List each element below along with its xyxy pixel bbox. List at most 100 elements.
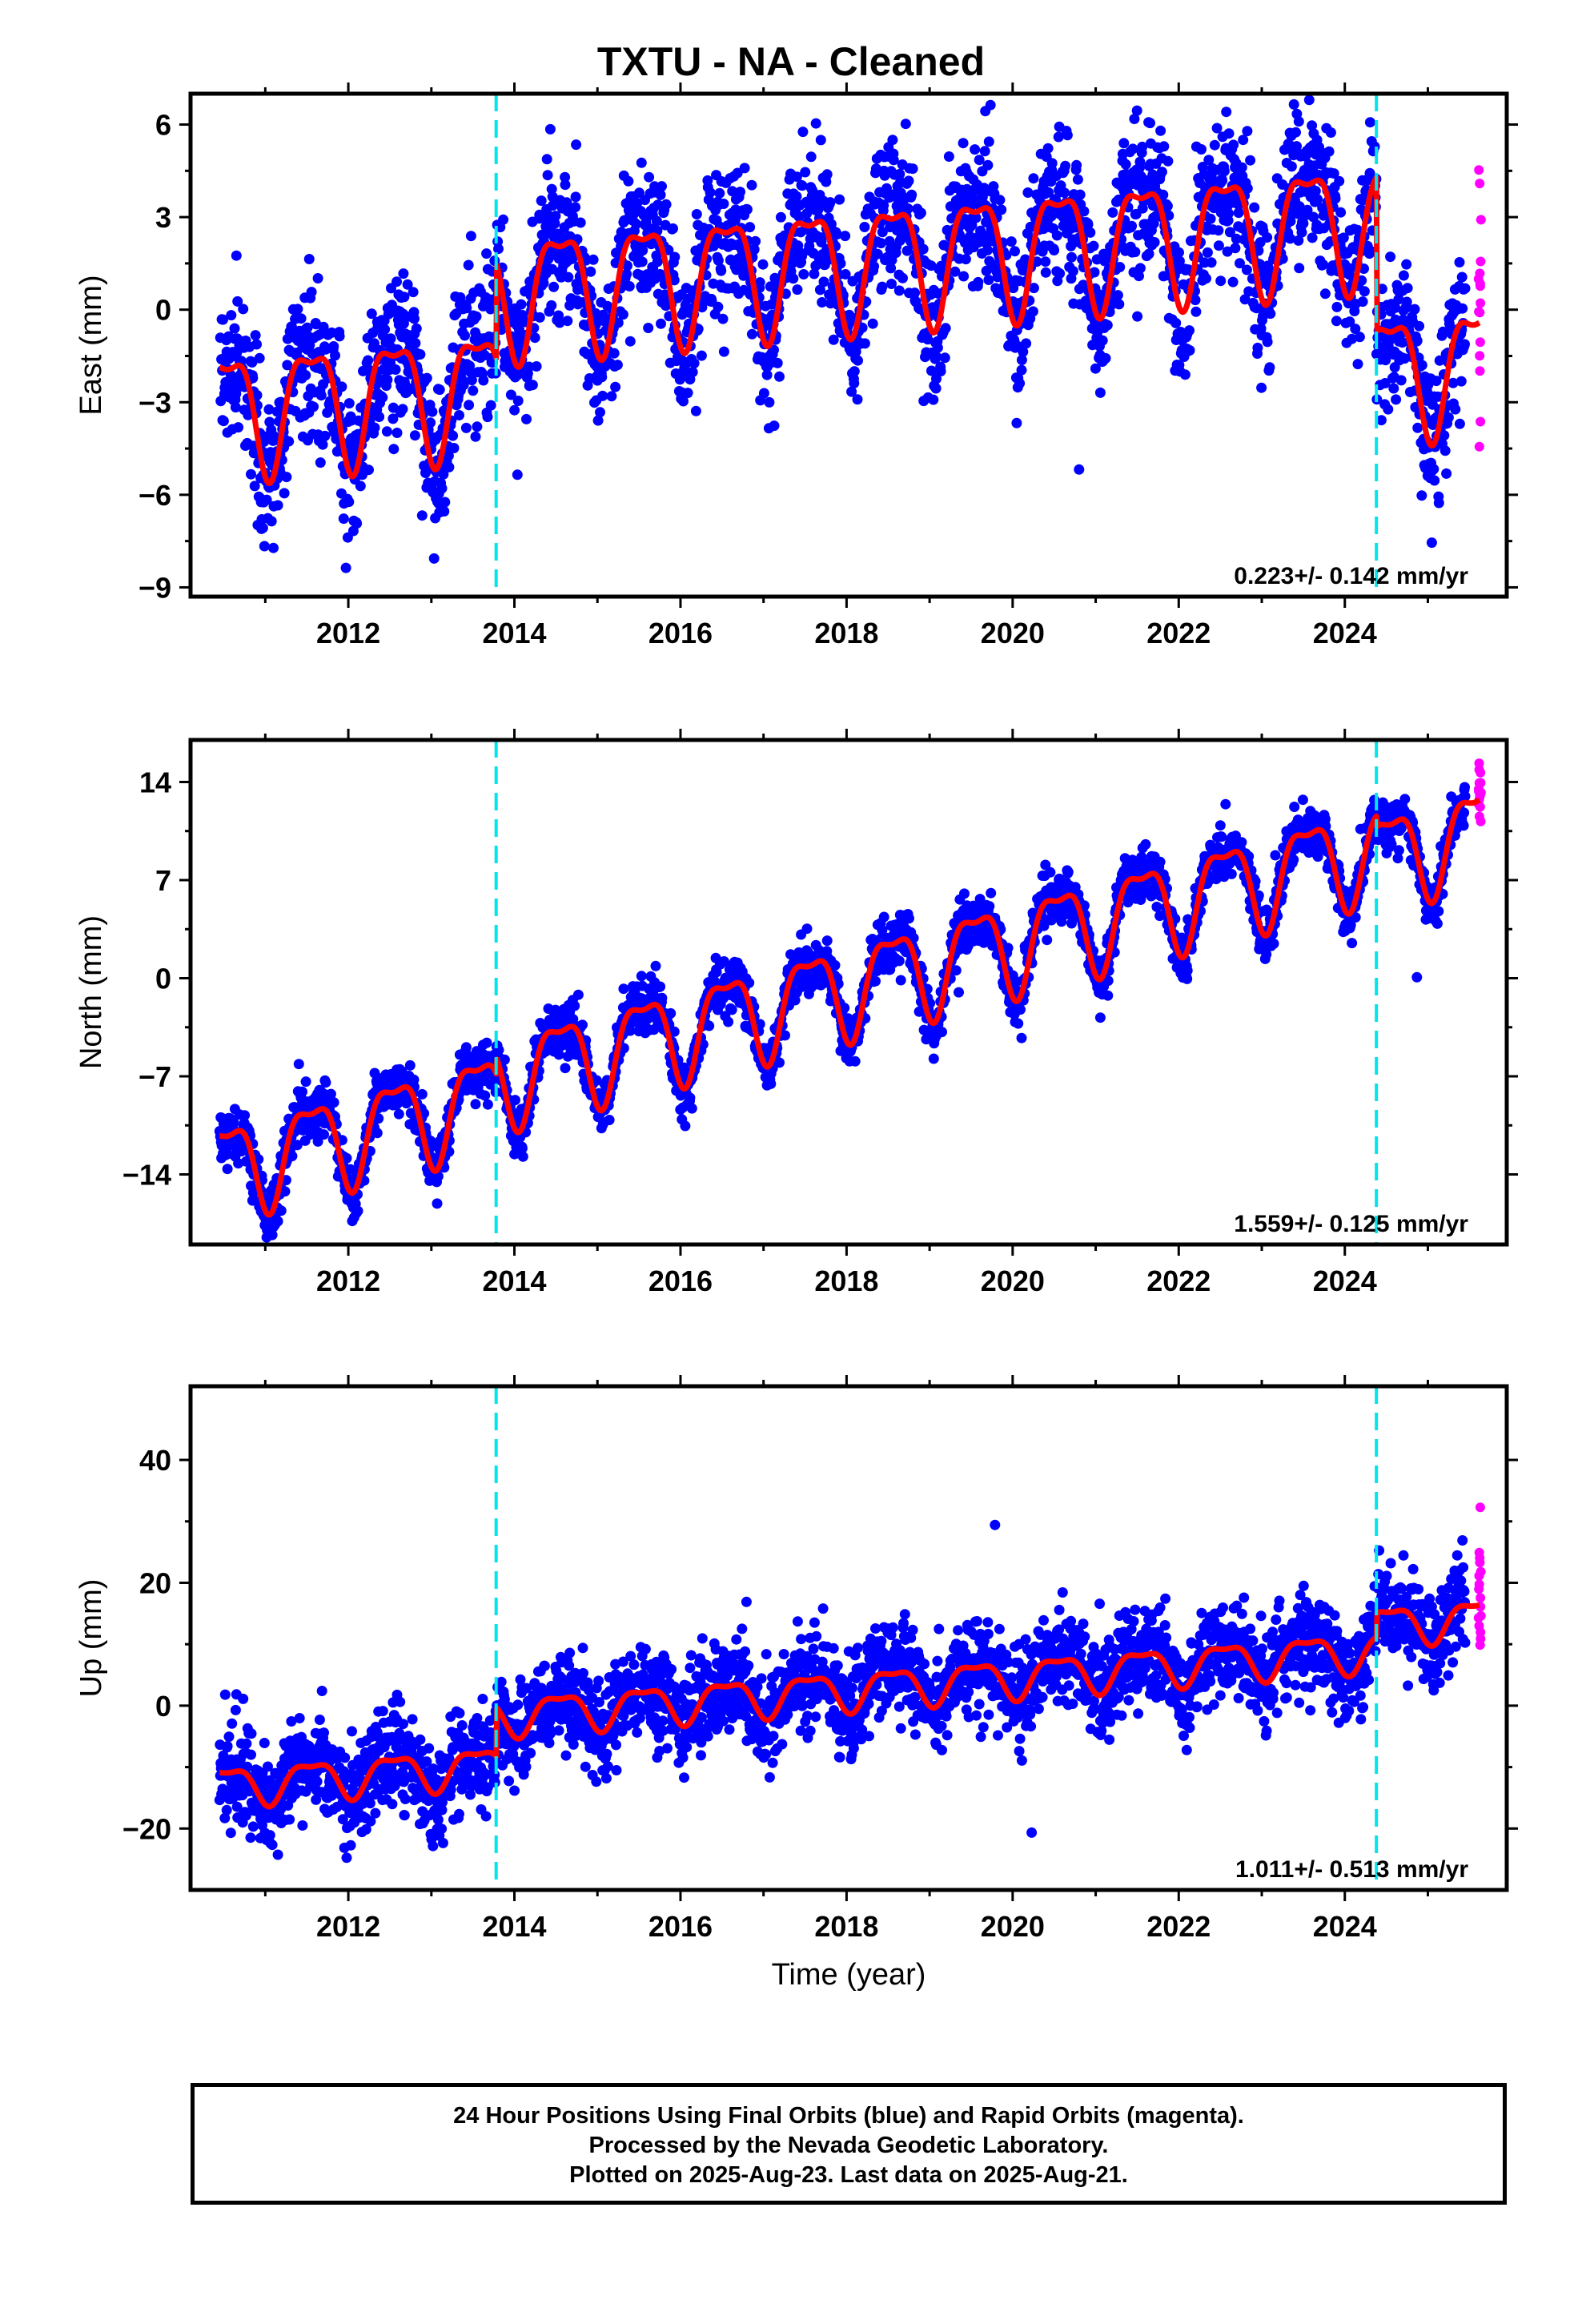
data-point	[983, 275, 994, 285]
data-point	[1179, 369, 1191, 380]
data-point	[312, 273, 323, 283]
data-point	[1325, 127, 1336, 138]
data-point	[320, 344, 331, 355]
data-point	[1114, 299, 1125, 310]
data-point	[849, 378, 860, 388]
data-point	[887, 135, 898, 146]
data-point	[665, 1007, 677, 1019]
data-point	[1457, 303, 1468, 314]
data-point	[480, 1090, 491, 1101]
data-point	[655, 189, 666, 200]
data-point	[1170, 317, 1182, 328]
data-point	[1006, 236, 1017, 247]
data-point	[1434, 355, 1445, 366]
data-point	[877, 281, 888, 292]
data-point	[1416, 490, 1427, 501]
data-point	[745, 222, 756, 233]
data-point	[1148, 218, 1159, 229]
data-point	[571, 139, 582, 151]
data-point	[391, 276, 402, 287]
data-point	[560, 1063, 571, 1074]
data-point	[592, 415, 604, 426]
data-point	[1439, 445, 1451, 456]
data-point	[1137, 141, 1148, 152]
data-point	[341, 1152, 352, 1164]
data-point	[746, 179, 757, 191]
data-point	[870, 975, 881, 987]
data-point	[1149, 237, 1160, 247]
data-point	[1288, 99, 1299, 110]
data-point	[411, 323, 422, 334]
data-point	[689, 358, 700, 369]
data-point	[1359, 263, 1369, 274]
data-point	[230, 402, 241, 413]
data-point	[1114, 262, 1126, 272]
data-point	[444, 461, 455, 472]
data-point	[562, 316, 573, 327]
data-point	[534, 312, 545, 323]
data-point	[1298, 218, 1309, 229]
data-point	[251, 339, 262, 350]
data-point	[319, 430, 331, 441]
data-point	[1135, 59, 1146, 70]
data-point	[686, 1103, 697, 1114]
model-fit-line	[217, 175, 1482, 487]
data-point	[458, 380, 469, 391]
data-point	[1059, 187, 1070, 199]
data-point	[816, 232, 827, 243]
data-point	[1307, 120, 1318, 131]
rapid-point	[1476, 215, 1486, 225]
data-point	[1431, 376, 1442, 387]
data-point	[251, 390, 263, 400]
data-point	[1085, 227, 1096, 238]
rapid-point	[1475, 268, 1485, 279]
data-point	[704, 1020, 715, 1031]
data-point	[1235, 258, 1245, 269]
data-point	[460, 422, 472, 433]
data-point	[1120, 159, 1131, 170]
data-point	[325, 1088, 336, 1100]
data-point	[542, 170, 553, 181]
data-point	[293, 1059, 304, 1070]
data-point	[428, 553, 440, 564]
data-point	[637, 245, 648, 256]
data-point	[388, 444, 400, 455]
data-point	[448, 430, 459, 441]
data-point	[650, 960, 661, 971]
data-point	[1042, 143, 1054, 154]
data-point	[330, 350, 340, 361]
data-point	[287, 1151, 298, 1162]
data-point	[229, 323, 240, 334]
data-point	[1416, 360, 1427, 371]
data-point	[643, 323, 654, 333]
data-point	[849, 366, 860, 377]
data-point	[1454, 418, 1465, 429]
data-point	[718, 346, 729, 357]
data-point	[1391, 394, 1402, 405]
data-point	[275, 1205, 287, 1216]
data-point	[317, 439, 328, 450]
data-point	[807, 185, 818, 196]
data-point	[604, 1115, 615, 1125]
data-point	[416, 510, 428, 521]
data-point	[1221, 107, 1232, 118]
data-point	[232, 296, 243, 307]
data-point	[1414, 320, 1425, 332]
data-point	[1265, 308, 1276, 320]
data-point	[512, 469, 523, 480]
data-point	[982, 244, 993, 255]
data-point	[498, 214, 509, 225]
data-point	[1202, 247, 1213, 258]
data-point	[1196, 144, 1207, 155]
data-point	[481, 1037, 492, 1048]
data-point	[300, 370, 311, 380]
data-point	[432, 1198, 443, 1209]
data-point	[817, 297, 828, 308]
data-point	[930, 383, 942, 394]
plot-frame	[188, 91, 1509, 599]
data-point	[1345, 263, 1356, 274]
rapid-point	[1476, 416, 1486, 427]
data-point	[336, 381, 347, 392]
data-point	[634, 187, 644, 199]
data-point	[391, 428, 403, 438]
